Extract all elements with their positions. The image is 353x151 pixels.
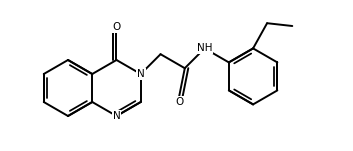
Text: O: O <box>112 22 121 32</box>
Text: N: N <box>137 69 145 79</box>
Text: NH: NH <box>197 43 213 53</box>
Text: O: O <box>175 97 183 107</box>
Text: N: N <box>113 111 120 121</box>
